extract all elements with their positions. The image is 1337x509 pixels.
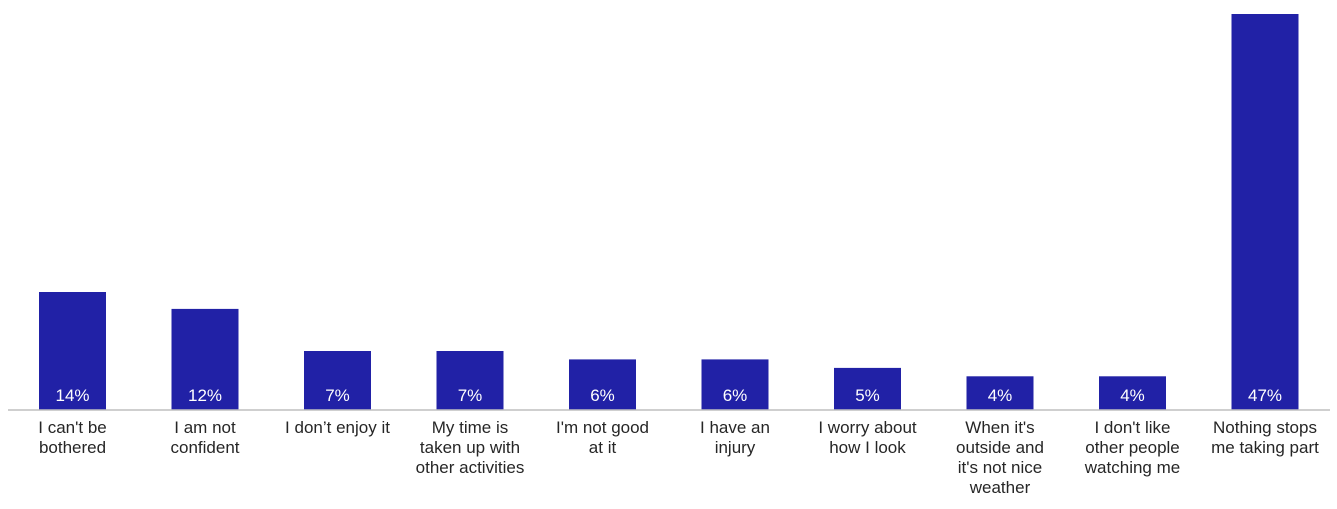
bar: [569, 359, 636, 410]
category-label-line: other people: [1085, 438, 1180, 457]
category-label: Nothing stops me taking part: [1211, 418, 1319, 457]
category-label-line: at it: [589, 438, 617, 457]
category-label-line: I worry about: [818, 418, 917, 437]
category-label-line: watching me: [1084, 458, 1180, 477]
category-label-line: weather: [969, 478, 1031, 497]
bars-group: [39, 14, 1299, 410]
category-label-line: I don't like: [1094, 418, 1170, 437]
category-label: I can't be bothered: [38, 418, 106, 457]
category-label-line: I have an: [700, 418, 770, 437]
bar-value-label: 4%: [1120, 386, 1145, 405]
bar-value-label: 7%: [458, 386, 483, 405]
bar: [436, 351, 504, 410]
bar: [701, 359, 769, 410]
bar: [171, 308, 239, 410]
category-label-line: When it's: [965, 418, 1034, 437]
bar: [1099, 376, 1166, 410]
category-label-line: injury: [715, 438, 756, 457]
category-label-line: I don’t enjoy it: [285, 418, 390, 437]
bar: [1231, 14, 1299, 410]
bar: [39, 292, 106, 410]
category-label-line: confident: [171, 438, 240, 457]
category-label-line: bothered: [39, 438, 106, 457]
category-label: I'm not good at it: [556, 418, 649, 457]
bar-value-label: 4%: [988, 386, 1013, 405]
category-label: I have an injury: [700, 418, 770, 457]
value-labels-group: 14% 12% 7% 7% 6% 6% 5% 4% 4% 47%: [55, 386, 1282, 405]
bar: [304, 351, 371, 410]
category-label-line: I'm not good: [556, 418, 649, 437]
bar-value-label: 6%: [723, 386, 748, 405]
category-label: My time is taken up with other activities: [416, 418, 525, 477]
category-label-line: Nothing stops: [1213, 418, 1317, 437]
bar-value-label: 47%: [1248, 386, 1282, 405]
category-label-line: me taking part: [1211, 438, 1319, 457]
bar-value-label: 5%: [855, 386, 880, 405]
category-label: I don't like other people watching me: [1084, 418, 1180, 477]
category-labels-group: I can't be bothered I am not confident I don…: [38, 418, 1319, 497]
category-label: I worry about how I look: [818, 418, 917, 457]
category-label-line: My time is: [432, 418, 509, 437]
category-label-line: I am not: [174, 418, 236, 437]
category-label-line: taken up with: [420, 438, 520, 457]
category-label-line: how I look: [829, 438, 906, 457]
bar-value-label: 12%: [188, 386, 222, 405]
category-label-line: it's not nice: [958, 458, 1043, 477]
bar: [834, 367, 901, 410]
category-label: I am not confident: [171, 418, 240, 457]
category-label-line: other activities: [416, 458, 525, 477]
category-label: I don’t enjoy it: [285, 418, 390, 437]
bar-value-label: 7%: [325, 386, 350, 405]
bar-value-label: 6%: [590, 386, 615, 405]
bar: [966, 376, 1034, 410]
category-label-line: outside and: [956, 438, 1044, 457]
category-label: When it's outside and it's not nice weather: [956, 418, 1044, 497]
bar-value-label: 14%: [55, 386, 89, 405]
category-label-line: I can't be: [38, 418, 106, 437]
